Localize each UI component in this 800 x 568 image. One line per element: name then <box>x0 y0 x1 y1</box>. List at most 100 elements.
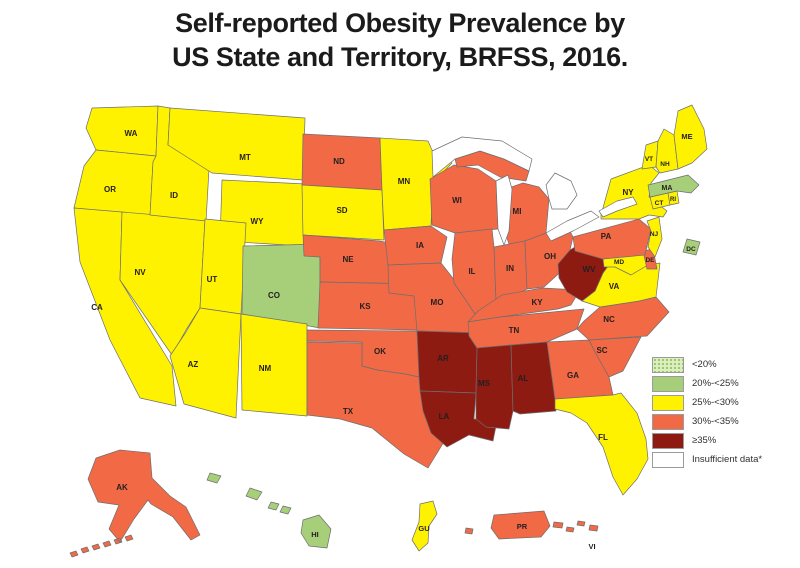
state-label-SD: SD <box>336 206 347 215</box>
state-ME <box>673 104 708 170</box>
state-label-IL: IL <box>468 267 475 276</box>
state-IA <box>383 225 448 266</box>
state-label-NM: NM <box>259 364 272 373</box>
legend-label-lt20: <20% <box>692 359 717 370</box>
lake-huron <box>545 172 578 210</box>
legend-swatch-b25_30 <box>652 394 684 411</box>
state-AR <box>416 330 482 394</box>
state-label-OH: OH <box>544 252 556 261</box>
state-label-ME: ME <box>681 132 692 141</box>
state-label-TX: TX <box>343 407 354 416</box>
state-label-DE: DE <box>645 257 655 264</box>
state-NM <box>240 313 308 417</box>
state-label-TN: TN <box>509 326 520 335</box>
lake-michigan <box>495 174 513 246</box>
legend-item-b25_30: 25%-<30% <box>652 394 797 411</box>
state-label-OK: OK <box>374 347 386 356</box>
legend-item-b20_25: 20%-<25% <box>652 375 797 392</box>
state-MA <box>647 174 700 198</box>
lake-erie <box>545 210 600 242</box>
state-label-NC: NC <box>603 315 615 324</box>
state-label-WI: WI <box>452 196 462 205</box>
state-PR <box>464 510 551 540</box>
state-label-PR: PR <box>517 522 528 531</box>
state-label-NE: NE <box>342 255 354 264</box>
state-label-WY: WY <box>251 217 265 226</box>
legend-swatch-lt20 <box>652 356 684 373</box>
state-label-ID: ID <box>170 191 178 200</box>
state-label-MS: MS <box>478 379 491 388</box>
page-title: Self-reported Obesity Prevalence by US S… <box>0 6 800 74</box>
lake-superior <box>431 136 533 178</box>
state-label-GU: GU <box>418 524 429 533</box>
state-label-MA: MA <box>662 185 673 192</box>
state-VI <box>552 520 599 533</box>
legend-label-b25_30: 25%-<30% <box>692 397 739 408</box>
state-NJ <box>646 216 663 258</box>
state-label-AK: AK <box>116 483 128 492</box>
state-GU <box>411 500 438 552</box>
legend-label-insufficient: Insufficient data* <box>692 454 763 465</box>
state-UT <box>199 218 247 315</box>
state-label-NV: NV <box>134 268 146 277</box>
state-label-KY: KY <box>531 298 543 307</box>
state-label-AL: AL <box>518 374 529 383</box>
state-label-OR: OR <box>104 185 116 194</box>
state-WA <box>85 105 159 157</box>
state-label-AZ: AZ <box>188 360 199 369</box>
state-label-WA: WA <box>125 129 138 138</box>
state-label-FL: FL <box>598 433 608 442</box>
state-LA <box>419 390 498 448</box>
state-WI <box>429 164 499 234</box>
state-label-VI: VI <box>588 542 595 551</box>
state-label-IA: IA <box>416 241 424 250</box>
state-label-KS: KS <box>359 302 371 311</box>
state-label-IN: IN <box>506 264 514 273</box>
state-label-ND: ND <box>333 157 345 166</box>
legend-item-insufficient: Insufficient data* <box>652 451 797 468</box>
state-label-UT: UT <box>207 275 218 284</box>
state-label-MD: MD <box>614 259 624 266</box>
state-SC <box>588 336 642 378</box>
legend-item-gte35: ≥35% <box>652 432 797 449</box>
state-label-NJ: NJ <box>650 231 659 238</box>
state-label-PA: PA <box>601 232 612 241</box>
state-label-MT: MT <box>239 153 251 162</box>
state-label-AR: AR <box>437 354 449 363</box>
legend-swatch-insufficient <box>652 451 684 468</box>
state-label-RI: RI <box>670 197 676 203</box>
map-legend: <20% 20%-<25% 25%-<30% 30%-<35% ≥35% Insuffic… <box>652 356 797 468</box>
state-label-WV: WV <box>583 265 597 274</box>
state-OR <box>73 149 157 217</box>
state-label-VA: VA <box>609 282 620 291</box>
state-label-MI: MI <box>513 207 522 216</box>
state-label-DC: DC <box>686 246 696 253</box>
legend-swatch-gte35 <box>652 432 684 449</box>
state-MT <box>167 107 306 181</box>
state-HI <box>206 472 332 549</box>
state-label-CA: CA <box>91 303 103 312</box>
state-label-HI: HI <box>311 530 319 539</box>
legend-label-b20_25: 20%-<25% <box>692 378 739 389</box>
state-labels-layer: WA OR CA NV ID MT WY UT CO AZ NM ND SD NE KS OK TX MN IA MO… <box>91 129 696 551</box>
legend-item-lt20: <20% <box>652 356 797 373</box>
state-label-NH: NH <box>660 161 670 168</box>
state-VT <box>641 140 659 170</box>
state-label-GA: GA <box>567 371 579 380</box>
state-SD <box>301 184 385 241</box>
state-label-MO: MO <box>431 298 444 307</box>
state-label-SC: SC <box>596 346 607 355</box>
title-line-2: US State and Territory, BRFSS, 2016. <box>172 42 628 72</box>
legend-swatch-b30_35 <box>652 413 684 430</box>
legend-label-b30_35: 30%-<35% <box>692 416 739 427</box>
state-AK <box>69 449 201 558</box>
state-label-LA: LA <box>439 412 450 421</box>
state-label-VT: VT <box>645 156 653 163</box>
great-lakes <box>431 136 638 246</box>
state-label-NY: NY <box>622 188 634 197</box>
legend-label-gte35: ≥35% <box>692 435 717 446</box>
state-label-MN: MN <box>398 177 411 186</box>
state-DC <box>682 238 701 256</box>
